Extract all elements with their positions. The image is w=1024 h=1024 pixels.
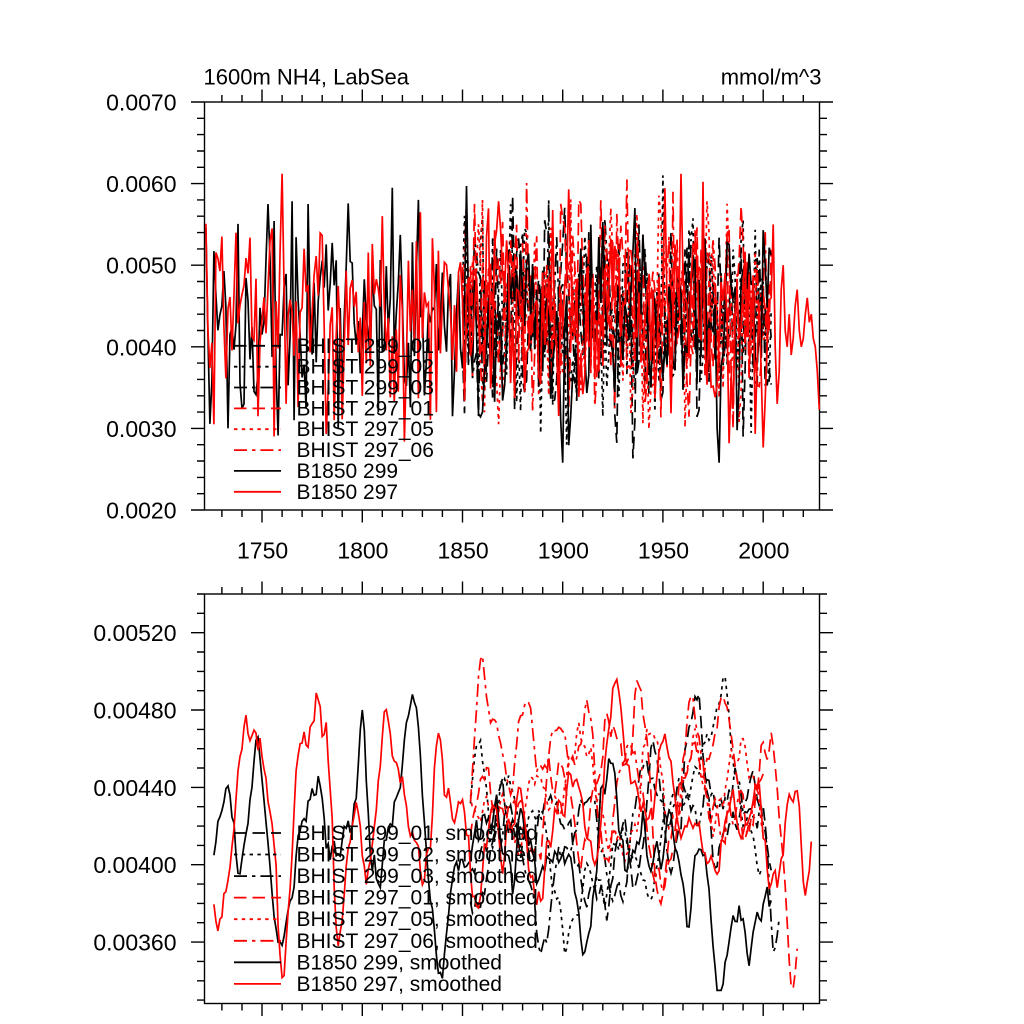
svg-text:0.0030: 0.0030 [106,416,176,442]
svg-text:0.0060: 0.0060 [106,171,176,197]
svg-text:BHIST 299_03, smoothed: BHIST 299_03, smoothed [297,865,538,888]
svg-text:1950: 1950 [638,538,689,564]
svg-text:BHIST 297_01: BHIST 297_01 [297,397,434,420]
svg-text:B1850 299, smoothed: B1850 299, smoothed [297,951,503,974]
svg-text:B1850 297: B1850 297 [297,481,399,504]
svg-text:1750: 1750 [237,538,288,564]
svg-text:BHIST 297_06, smoothed: BHIST 297_06, smoothed [297,930,538,953]
svg-text:1800: 1800 [337,538,388,564]
svg-text:BHIST 299_02: BHIST 299_02 [297,356,434,379]
svg-text:BHIST 297_06: BHIST 297_06 [297,439,434,462]
svg-text:1900: 1900 [538,538,589,564]
svg-text:BHIST 299_01: BHIST 299_01 [297,335,434,358]
svg-text:BHIST 297_01, smoothed: BHIST 297_01, smoothed [297,887,538,910]
svg-text:1850: 1850 [438,538,489,564]
svg-text:0.00520: 0.00520 [93,620,176,646]
svg-text:0.0070: 0.0070 [106,90,176,116]
svg-text:0.0040: 0.0040 [106,334,176,360]
svg-text:0.0050: 0.0050 [106,253,176,279]
svg-text:2000: 2000 [738,538,789,564]
svg-text:0.00400: 0.00400 [93,852,176,878]
svg-text:0.00360: 0.00360 [93,930,176,956]
svg-text:BHIST 299_01, smoothed: BHIST 299_01, smoothed [297,822,538,845]
svg-text:BHIST 297_05: BHIST 297_05 [297,418,434,441]
svg-text:BHIST 297_05, smoothed: BHIST 297_05, smoothed [297,908,538,931]
svg-text:B1850 297, smoothed: B1850 297, smoothed [297,973,503,996]
svg-text:mmol/m^3: mmol/m^3 [721,65,822,90]
svg-text:BHIST 299_02, smoothed: BHIST 299_02, smoothed [297,844,538,867]
svg-text:BHIST 299_03: BHIST 299_03 [297,377,434,400]
svg-text:0.00440: 0.00440 [93,775,176,801]
svg-text:B1850 299: B1850 299 [297,460,399,483]
svg-text:0.00480: 0.00480 [93,698,176,724]
svg-text:0.0020: 0.0020 [106,498,176,524]
svg-text:1600m NH4, LabSea: 1600m NH4, LabSea [204,65,410,90]
